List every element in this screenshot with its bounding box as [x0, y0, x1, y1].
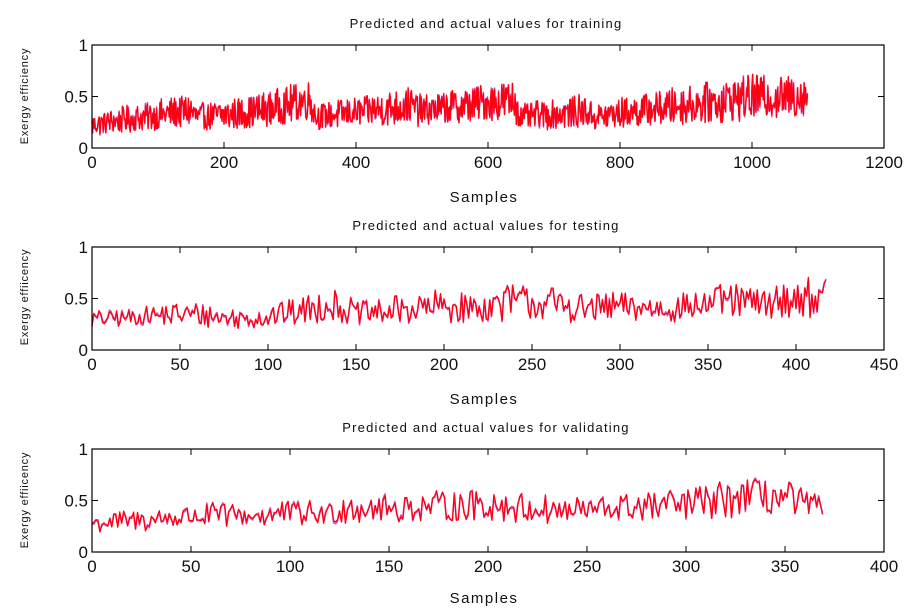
- training-xtick-label: 200: [210, 153, 238, 172]
- training-xtick-label: 1000: [733, 153, 771, 172]
- training-ytick-label: 0: [79, 139, 88, 158]
- training-xtick-label: 800: [606, 153, 634, 172]
- validating-ytick-label: 0.5: [64, 492, 88, 511]
- testing-xtick-label: 200: [430, 355, 458, 374]
- validating-xtick-label: 300: [672, 557, 700, 576]
- validating-ylabel: Exergy effiicency: [19, 452, 31, 549]
- testing-ticks-layer: 0 50 100 150 200 250 300 350 400 450 0 0.5 1: [64, 238, 898, 374]
- testing-ytick-label: 1: [79, 238, 88, 257]
- validating-xtick-label: 150: [375, 557, 403, 576]
- validating-ticks-layer: 0 50 100 150 200 250 300 350 400 0 0.5 1: [64, 440, 898, 576]
- testing-ytick-label: 0: [79, 341, 88, 360]
- testing-series-layer: [91, 276, 827, 330]
- testing-xtick-label: 300: [606, 355, 634, 374]
- testing-xtick-label: 100: [254, 355, 282, 374]
- validating-xlabel: Samples: [450, 590, 519, 607]
- testing-xlabel: Samples: [450, 391, 519, 408]
- testing-xtick-label: 0: [87, 355, 96, 374]
- training-subplot: Predicted and actual values for training…: [19, 16, 903, 206]
- validating-ytick-label: 1: [79, 440, 88, 459]
- training-ytick-label: 0.5: [64, 88, 88, 107]
- validating-xtick-label: 250: [573, 557, 601, 576]
- training-axes-frame: [91, 44, 885, 149]
- testing-xtick-label: 150: [342, 355, 370, 374]
- validating-series-layer: [91, 477, 824, 533]
- validating-ytick-label: 0: [79, 543, 88, 562]
- testing-ytick-label: 0.5: [64, 290, 88, 309]
- testing-subplot: Predicted and actual values for testing …: [19, 218, 898, 408]
- training-series-predicted-line: [91, 73, 809, 136]
- validating-xtick-label: 350: [771, 557, 799, 576]
- testing-series-predicted-line: [91, 276, 827, 329]
- validating-xtick-label: 50: [182, 557, 201, 576]
- validating-series-predicted-line: [91, 478, 824, 533]
- training-title: Predicted and actual values for training: [350, 16, 623, 31]
- testing-xtick-label: 250: [518, 355, 546, 374]
- testing-axes-frame: [91, 246, 885, 351]
- training-xtick-label: 600: [474, 153, 502, 172]
- validating-xtick-label: 400: [870, 557, 898, 576]
- validating-xtick-label: 200: [474, 557, 502, 576]
- testing-xtick-label: 400: [782, 355, 810, 374]
- validating-xtick-label: 0: [87, 557, 96, 576]
- training-ytick-label: 1: [79, 36, 88, 55]
- training-xtick-label: 400: [342, 153, 370, 172]
- training-series-layer: [91, 73, 809, 136]
- testing-xtick-label: 450: [870, 355, 898, 374]
- testing-xtick-label: 50: [171, 355, 190, 374]
- validating-subplot: Predicted and actual values for validati…: [19, 420, 898, 607]
- training-xlabel: Samples: [450, 189, 519, 206]
- training-xtick-label: 1200: [865, 153, 903, 172]
- validating-title: Predicted and actual values for validati…: [342, 420, 629, 435]
- validating-axes-frame: [91, 448, 885, 553]
- training-xtick-label: 0: [87, 153, 96, 172]
- validating-xtick-label: 100: [276, 557, 304, 576]
- testing-ylabel: Exergy effiicency: [19, 249, 31, 346]
- training-ylabel: Exergy efficiency: [19, 48, 31, 145]
- testing-xtick-label: 350: [694, 355, 722, 374]
- testing-title: Predicted and actual values for testing: [352, 218, 619, 233]
